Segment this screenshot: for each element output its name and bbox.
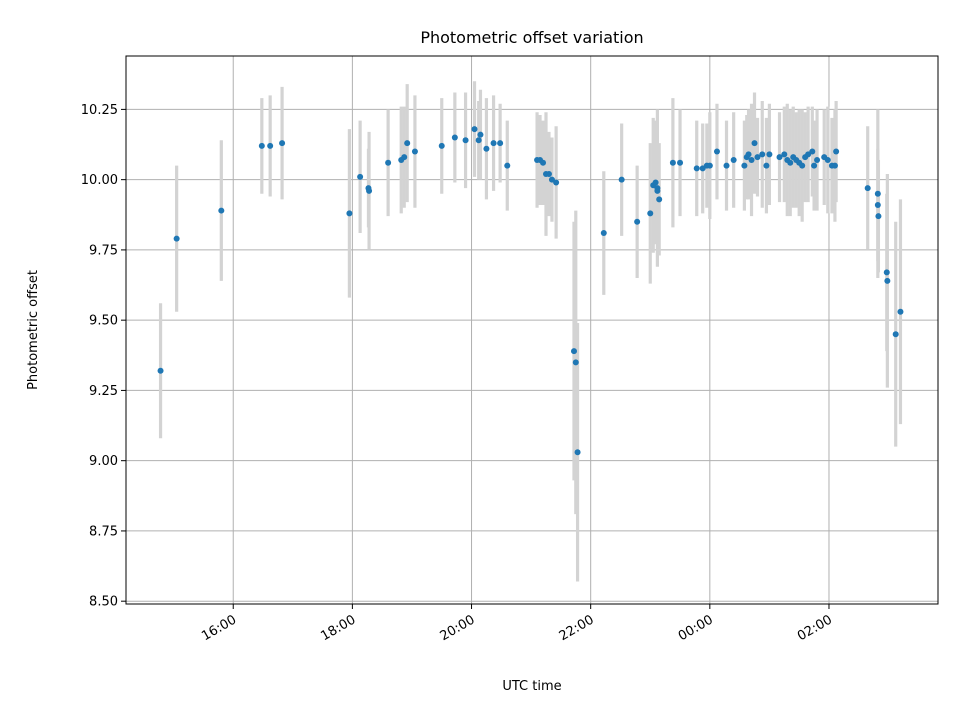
data-point (677, 159, 684, 166)
data-point (571, 348, 577, 355)
data-point (471, 126, 478, 133)
data-point (652, 179, 659, 186)
data-point (553, 179, 560, 186)
data-point (545, 171, 552, 178)
data-point (656, 196, 663, 203)
data-point (754, 154, 761, 161)
data-point (475, 137, 482, 144)
data-point (574, 449, 581, 456)
data-point (814, 156, 821, 163)
data-point (741, 162, 748, 169)
data-point (346, 210, 353, 217)
y-tick-label: 9.00 (89, 454, 118, 469)
data-point (411, 148, 418, 155)
data-point (897, 308, 904, 315)
data-points (157, 126, 904, 456)
data-point (781, 151, 788, 158)
data-point (540, 159, 547, 166)
y-axis-ticks: 8.50 8.75 9.00 9.25 9.50 9.75 10.00 10.25 (81, 103, 126, 610)
data-point (600, 230, 607, 237)
data-point (385, 159, 392, 166)
data-point (809, 148, 816, 155)
y-tick-label: 10.00 (81, 173, 118, 188)
data-point (218, 207, 225, 214)
data-point (831, 162, 838, 169)
y-tick-label: 8.75 (89, 524, 118, 539)
data-point (462, 137, 469, 144)
data-point (833, 148, 840, 155)
data-point (258, 142, 265, 149)
data-point (504, 162, 511, 169)
data-point (706, 162, 713, 169)
data-point (874, 201, 881, 208)
data-point (776, 154, 783, 161)
data-point (401, 154, 408, 161)
data-point (730, 156, 737, 163)
data-point (811, 162, 818, 169)
data-point (357, 173, 364, 180)
data-point (654, 187, 661, 194)
data-point (669, 159, 676, 166)
data-point (438, 142, 445, 149)
data-point (157, 367, 164, 374)
data-point (279, 140, 286, 147)
grid-lines (126, 56, 938, 604)
data-point (875, 213, 882, 220)
data-point (366, 187, 373, 194)
data-point (713, 148, 720, 155)
data-point (864, 185, 871, 192)
data-point (874, 190, 881, 197)
data-point (892, 331, 899, 338)
data-point (884, 277, 891, 284)
data-point (759, 151, 766, 158)
y-tick-label: 9.75 (89, 243, 118, 258)
data-point (824, 156, 831, 163)
data-point (748, 156, 755, 163)
plot-frame (125, 55, 939, 605)
data-point (751, 140, 758, 147)
data-point (745, 151, 752, 158)
data-point (267, 142, 274, 149)
y-tick-label: 10.25 (81, 103, 118, 118)
y-axis-label: Photometric offset (26, 270, 41, 390)
data-point (618, 176, 625, 183)
y-tick-label: 9.50 (89, 314, 118, 329)
data-point (490, 140, 497, 147)
data-point (173, 235, 180, 242)
data-point (763, 162, 770, 169)
data-point (883, 269, 890, 276)
data-point (647, 210, 654, 217)
data-point (572, 359, 579, 366)
data-point (483, 145, 490, 152)
data-point (477, 131, 484, 138)
data-point (634, 218, 641, 225)
data-point (787, 159, 794, 166)
data-point (497, 140, 504, 147)
y-tick-label: 9.25 (89, 384, 118, 399)
chart-title: Photometric offset variation (420, 28, 643, 47)
data-point (723, 162, 730, 169)
data-point (693, 165, 700, 172)
data-point (451, 134, 458, 141)
data-point (404, 140, 411, 147)
data-point (766, 151, 773, 158)
x-axis-label: UTC time (502, 679, 561, 694)
data-point (799, 162, 806, 169)
y-tick-label: 8.50 (89, 595, 118, 610)
